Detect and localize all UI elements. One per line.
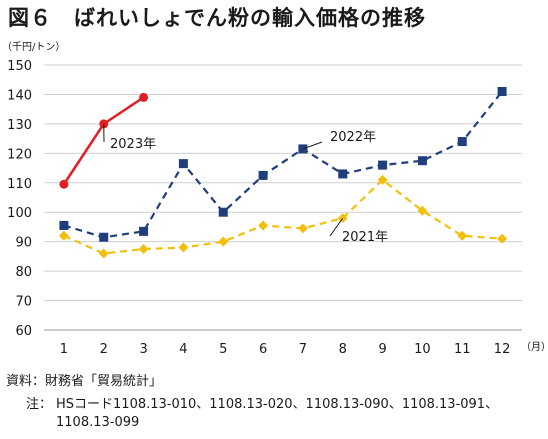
data-point: [457, 137, 467, 147]
x-tick-label: 8: [339, 342, 347, 357]
y-tick-label: 90: [15, 236, 32, 251]
y-tick-label: 110: [7, 177, 32, 192]
x-tick-label: 10: [414, 342, 431, 357]
y-tick-label: 80: [15, 265, 32, 280]
y-tick-label: 100: [7, 206, 32, 221]
data-point: [218, 236, 229, 247]
series-line-2021年: [63, 178, 503, 255]
y-tick-label: 70: [15, 295, 32, 310]
data-point: [258, 220, 269, 231]
series-label: 2023年: [110, 137, 156, 152]
series-labels: 2023年 2022年 2021年: [103, 123, 388, 245]
callout-line: [302, 141, 323, 150]
x-tick-label: 4: [179, 342, 187, 357]
data-point: [338, 169, 348, 179]
data-point: [139, 92, 149, 102]
x-tick-label: 3: [139, 342, 147, 357]
data-point: [59, 179, 69, 189]
x-tick-label: 5: [219, 342, 227, 357]
x-tick-label: 1: [60, 342, 68, 357]
x-tick-label: 11: [454, 342, 471, 357]
x-tick-label: 7: [299, 342, 307, 357]
data-point: [58, 230, 69, 241]
y-tick-label: 150: [7, 59, 32, 74]
gridlines: [44, 64, 522, 331]
y-tick-label: 60: [15, 324, 32, 339]
data-point: [258, 170, 268, 180]
x-tick-label: 12: [494, 342, 511, 357]
data-point: [457, 230, 468, 241]
data-point: [59, 220, 69, 230]
y-tick-label: 140: [7, 88, 32, 103]
data-point: [297, 223, 308, 234]
note-line-2: 1108.13-099: [56, 415, 140, 430]
series-label: 2021年: [342, 230, 388, 245]
data-point: [178, 242, 189, 253]
y-axis-unit: （千円/トン）: [2, 41, 65, 53]
note-label: 注：: [26, 397, 53, 412]
data-point: [417, 156, 427, 166]
data-point: [98, 248, 109, 259]
data-point: [139, 226, 149, 236]
note-line-1: HSコード1108.13-010、1108.13-020、1108.13-090…: [56, 397, 499, 412]
y-tick-label: 120: [7, 147, 32, 162]
data-point: [497, 233, 508, 244]
series-label: 2022年: [330, 130, 376, 145]
data-point: [378, 160, 388, 170]
x-tick-label: 6: [259, 342, 267, 357]
series-line-2022年: [63, 90, 503, 239]
series-lines: [58, 87, 508, 259]
source-line: 資料：財務省「貿易統計」: [6, 374, 163, 389]
x-tick-label: 9: [378, 342, 386, 357]
data-point: [218, 207, 228, 217]
y-tick-label: 130: [7, 118, 32, 133]
x-axis-unit: （月）: [521, 341, 548, 353]
data-point: [377, 174, 388, 185]
data-point: [138, 244, 149, 255]
callout-line: [329, 217, 344, 237]
x-tick-label: 2: [100, 342, 108, 357]
chart-title: 図６ ばれいしょでん粉の輸入価格の推移: [8, 6, 426, 30]
data-point: [178, 159, 188, 169]
data-point: [497, 87, 507, 96]
data-point: [417, 205, 428, 216]
data-point: [99, 232, 109, 242]
